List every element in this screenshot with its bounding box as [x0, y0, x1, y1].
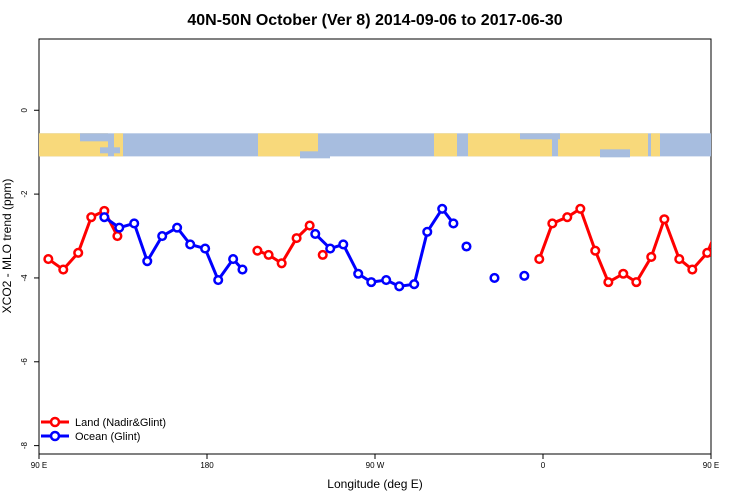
plot-frame	[38, 38, 712, 455]
series-layer	[43, 203, 750, 292]
series-land-point	[631, 277, 642, 288]
series-land-point	[43, 254, 54, 265]
x-tick-label: 90 W	[366, 461, 385, 470]
series-land-point	[674, 254, 685, 265]
map-land-patch	[114, 133, 123, 157]
series-ocean-point	[172, 222, 183, 233]
series-ocean-point	[213, 274, 224, 286]
series-land-point	[263, 249, 274, 260]
legend-land-marker	[49, 416, 61, 428]
series-land-point	[718, 213, 726, 221]
series-land-point	[618, 268, 629, 279]
series-ocean-point	[129, 218, 140, 229]
series-ocean-point	[448, 218, 459, 229]
map-ocean-patch	[520, 133, 560, 140]
series-ocean-point	[185, 239, 196, 250]
series-ocean-point	[228, 254, 239, 265]
series-ocean-point	[381, 274, 392, 286]
series-ocean-point	[353, 268, 364, 279]
series-land-point	[317, 249, 328, 260]
legend-land-label: Land (Nadir&Glint)	[75, 417, 166, 429]
series-land-point	[58, 264, 69, 275]
series-ocean-point	[746, 224, 750, 232]
series-land-point	[590, 245, 601, 256]
legend: Land (Nadir&Glint) Ocean (Glint)	[41, 416, 166, 443]
map-strip	[39, 133, 711, 159]
y-tick-label: -2	[20, 190, 29, 198]
series-ocean-point	[338, 239, 349, 250]
x-tick-label: 90 E	[31, 461, 47, 470]
series-land-point	[252, 245, 263, 256]
y-axis-title: XCO2 - MLO trend (ppm)	[0, 179, 14, 314]
series-land-point	[562, 212, 573, 223]
legend-item-ocean: Ocean (Glint)	[41, 430, 140, 443]
map-ocean-patch	[100, 147, 120, 154]
series-ocean-point	[437, 203, 448, 214]
series-ocean-point	[489, 272, 500, 283]
x-tick-label: 90 E	[703, 461, 719, 470]
series-land-point	[702, 247, 711, 258]
map-land-patch	[651, 133, 660, 157]
map-land-patch	[434, 133, 457, 157]
series-ocean-point	[422, 226, 433, 237]
chart-title: 40N-50N October (Ver 8) 2014-09-06 to 20…	[187, 12, 562, 29]
y-axis: 0 -2 -4 -6 -8	[20, 107, 39, 449]
series-ocean-point	[310, 228, 321, 239]
x-axis-title: Longitude (deg E)	[327, 477, 422, 491]
series-ocean-line	[314, 207, 455, 288]
map-land-patch	[258, 133, 318, 157]
series-land-point	[646, 251, 657, 263]
series-land-point	[86, 212, 97, 223]
series-land-point	[575, 203, 586, 214]
series-land-point	[534, 254, 545, 265]
series-ocean-point	[461, 241, 472, 252]
series-ocean-point	[731, 213, 739, 221]
series-land-point	[603, 277, 614, 288]
series-ocean-point	[200, 243, 211, 254]
series-ocean-point	[325, 243, 336, 254]
series-land-line	[537, 207, 711, 284]
series-land-point	[276, 258, 287, 269]
series-ocean	[99, 203, 750, 292]
series-ocean-point	[366, 277, 377, 288]
series-ocean-point	[99, 212, 110, 223]
legend-ocean-marker	[49, 430, 61, 442]
y-tick-label: -6	[20, 358, 29, 366]
x-tick-label: 180	[200, 461, 214, 470]
map-ocean-patch	[600, 149, 630, 158]
series-ocean-point	[157, 230, 168, 242]
series-ocean-point	[519, 270, 530, 281]
series-land-point	[112, 230, 123, 242]
series-land-point	[73, 247, 84, 258]
map-ocean-patch	[300, 151, 330, 159]
series-ocean-point	[114, 222, 125, 233]
series-ocean-point	[409, 279, 420, 290]
series-ocean-line	[735, 217, 750, 261]
series-land-point	[547, 218, 558, 229]
series-land-point	[659, 214, 670, 225]
series-land-point	[745, 232, 750, 240]
series-ocean-point	[394, 281, 405, 292]
map-land-patch	[642, 133, 648, 157]
series-land	[43, 203, 750, 288]
x-tick-label: 0	[541, 461, 546, 470]
y-tick-label: 0	[20, 107, 29, 112]
series-ocean-point	[237, 264, 248, 275]
legend-ocean-label: Ocean (Glint)	[75, 431, 140, 443]
series-land-point	[291, 233, 302, 244]
y-tick-label: -4	[20, 274, 29, 282]
y-tick-label: -8	[20, 442, 29, 450]
map-ocean-patch	[80, 133, 108, 142]
x-axis: 90 E 180 90 W 0 90 E	[31, 454, 719, 470]
series-land-point	[687, 264, 698, 275]
legend-item-land: Land (Nadir&Glint)	[41, 416, 166, 429]
series-land-point	[731, 207, 739, 215]
series-ocean-point	[142, 256, 153, 267]
series-land-point	[304, 220, 315, 231]
